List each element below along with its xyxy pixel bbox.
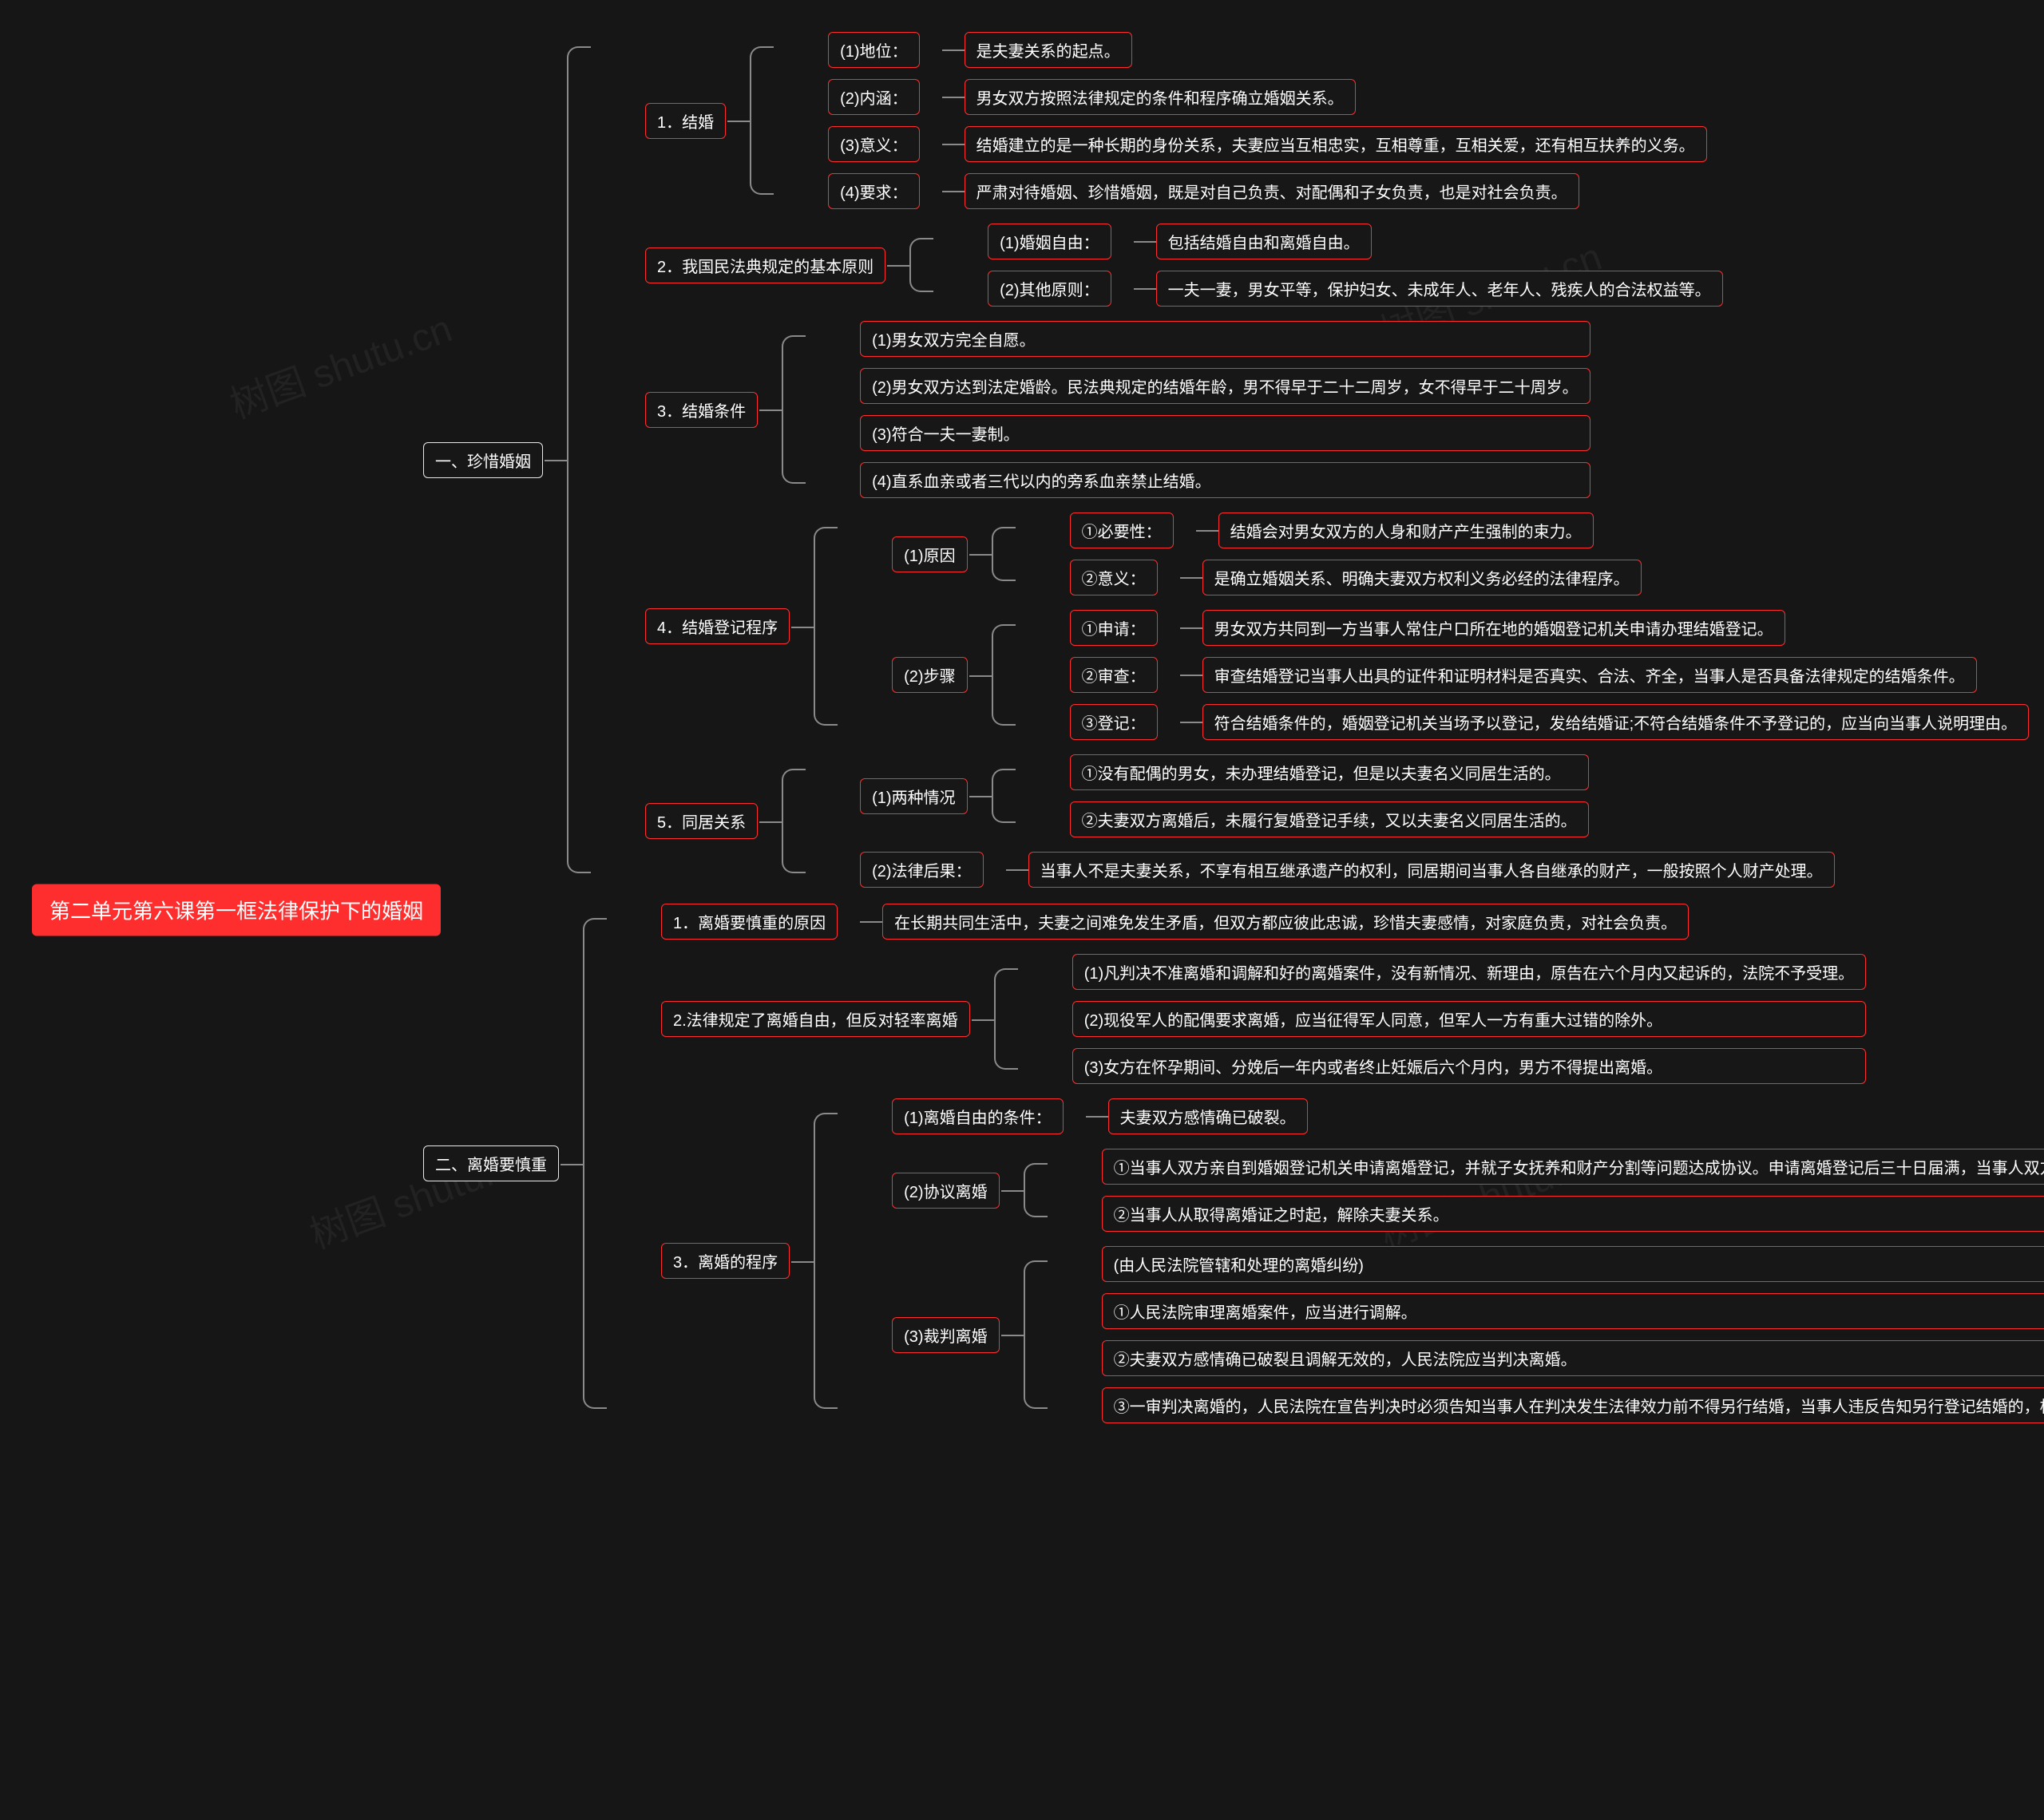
node-legal-consequence-key: (2)法律后果： — [860, 852, 983, 888]
node-judicial-0: (由人民法院管辖和处理的离婚纠纷) — [1102, 1246, 2044, 1282]
node-condition-4: (4)直系血亲或者三代以内的旁系血亲禁止结婚。 — [860, 462, 1590, 498]
node-reason-meaning-val: 是确立婚姻关系、明确夫妻双方权利义务必经的法律程序。 — [1202, 560, 1642, 595]
connector — [782, 769, 806, 873]
connector — [814, 527, 838, 726]
node-judicial-1: ①人民法院审理离婚案件，应当进行调解。 — [1102, 1293, 2044, 1329]
node-hasty-1: (1)凡判决不准离婚和调解和好的离婚案件，没有新情况、新理由，原告在六个月内又起… — [1072, 954, 1866, 990]
connector — [992, 769, 1016, 823]
root-node: 第二单元第六课第一框法律保护下的婚姻 — [32, 884, 441, 936]
connector — [814, 1113, 838, 1409]
node-hasty-2: (2)现役军人的配偶要求离婚，应当征得军人同意，但军人一方有重大过错的除外。 — [1072, 1001, 1866, 1037]
connector — [992, 624, 1016, 726]
node-agreement-1: ①当事人双方亲自到婚姻登记机关申请离婚登记，并就子女抚养和财产分割等问题达成协议… — [1102, 1149, 2044, 1185]
connector — [583, 918, 607, 1409]
node-other-principles-val: 一夫一妻，男女平等，保护妇女、未成年人、老年人、残疾人的合法权益等。 — [1156, 271, 1723, 307]
node-marriage-conditions: 3．结婚条件 — [645, 392, 758, 428]
node-requirement-val: 严肃对待婚姻、珍惜婚姻，既是对自己负责、对配偶和子女负责，也是对社会负责。 — [965, 173, 1579, 209]
connector — [750, 46, 774, 195]
connector — [1024, 1163, 1048, 1217]
branch-divorce-caution: 二、离婚要慎重 — [423, 1145, 559, 1181]
node-legal-consequence-val: 当事人不是夫妻关系，不享有相互继承遗产的权利，同居期间当事人各自继承的财产，一般… — [1028, 852, 1835, 888]
node-meaning-key: (2)内涵： — [828, 79, 919, 115]
connector — [782, 335, 806, 484]
mindmap: 第二单元第六课第一框法律保护下的婚姻 一、珍惜婚姻 1．结婚 (1)地位： 是夫妻… — [32, 32, 2012, 1788]
node-meaning-val: 男女双方按照法律规定的条件和程序确立婚姻关系。 — [965, 79, 1356, 115]
node-register-key: ③登记： — [1070, 704, 1158, 740]
node-condition-3: (3)符合一夫一妻制。 — [860, 415, 1590, 451]
node-divorce-caution-reason-val: 在长期共同生活中，夫妻之间难免发生矛盾，但双方都应彼此忠诚，珍惜夫妻感情，对家庭… — [882, 904, 1689, 940]
node-hasty-3: (3)女方在怀孕期间、分娩后一年内或者终止妊娠后六个月内，男方不得提出离婚。 — [1072, 1048, 1866, 1084]
node-judicial-2: ②夫妻双方感情确已破裂且调解无效的，人民法院应当判决离婚。 — [1102, 1340, 2044, 1376]
node-divorce-caution-reason-key: 1．离婚要慎重的原因 — [661, 904, 838, 940]
connector — [992, 527, 1016, 581]
connector — [1024, 1260, 1048, 1409]
node-marriage: 1．结婚 — [645, 103, 726, 139]
node-condition-1: (1)男女双方完全自愿。 — [860, 321, 1590, 357]
node-situation-1: ①没有配偶的男女，未办理结婚登记，但是以夫妻名义同居生活的。 — [1070, 754, 1589, 790]
node-reason-meaning-key: ②意义： — [1070, 560, 1158, 595]
node-situation-2: ②夫妻双方离婚后，未履行复婚登记手续，又以夫妻名义同居生活的。 — [1070, 801, 1589, 837]
node-against-hasty-divorce: 2.法律规定了离婚自由，但反对轻率离婚 — [661, 1001, 970, 1037]
node-review-key: ②审查： — [1070, 657, 1158, 693]
node-significance-val: 结婚建立的是一种长期的身份关系，夫妻应当互相忠实，互相尊重，互相关爱，还有相互扶… — [965, 126, 1707, 162]
node-divorce-condition-key: (1)离婚自由的条件： — [892, 1098, 1063, 1134]
node-judicial-3: ③一审判决离婚的，人民法院在宣告判决时必须告知当事人在判决发生法律效力前不得另行… — [1102, 1387, 2044, 1423]
node-significance-key: (3)意义： — [828, 126, 919, 162]
node-marriage-freedom-key: (1)婚姻自由： — [988, 224, 1111, 259]
connector — [909, 238, 933, 292]
node-judicial-divorce: (3)裁判离婚 — [892, 1317, 999, 1353]
node-other-principles-key: (2)其他原则： — [988, 271, 1111, 307]
node-cohabitation: 5．同居关系 — [645, 803, 758, 839]
node-register-val: 符合结婚条件的，婚姻登记机关当场予以登记，发给结婚证;不符合结婚条件不予登记的，… — [1202, 704, 2030, 740]
branch-cherish-marriage: 一、珍惜婚姻 — [423, 442, 543, 478]
node-agreement-divorce: (2)协议离婚 — [892, 1173, 999, 1209]
node-divorce-condition-val: 夫妻双方感情确已破裂。 — [1108, 1098, 1308, 1134]
node-divorce-procedure: 3．离婚的程序 — [661, 1243, 790, 1279]
node-apply-val: 男女双方共同到一方当事人常住户口所在地的婚姻登记机关申请办理结婚登记。 — [1202, 610, 1785, 646]
node-review-val: 审查结婚登记当事人出具的证件和证明材料是否真实、合法、齐全，当事人是否具备法律规… — [1202, 657, 1977, 693]
node-two-situations: (1)两种情况 — [860, 778, 967, 814]
node-agreement-2: ②当事人从取得离婚证之时起，解除夫妻关系。 — [1102, 1196, 2044, 1232]
node-position-key: (1)地位： — [828, 32, 919, 68]
node-position-val: 是夫妻关系的起点。 — [965, 32, 1132, 68]
node-necessity-key: ①必要性： — [1070, 512, 1174, 548]
node-condition-2: (2)男女双方达到法定婚龄。民法典规定的结婚年龄，男不得早于二十二周岁，女不得早… — [860, 368, 1590, 404]
connector — [994, 968, 1018, 1070]
node-marriage-freedom-val: 包括结婚自由和离婚自由。 — [1156, 224, 1372, 259]
node-registration-procedure: 4．结婚登记程序 — [645, 608, 790, 644]
node-civil-code-principles: 2．我国民法典规定的基本原则 — [645, 247, 885, 283]
node-reason: (1)原因 — [892, 536, 967, 572]
node-necessity-val: 结婚会对男女双方的人身和财产产生强制的束力。 — [1218, 512, 1594, 548]
connector — [567, 46, 591, 873]
node-requirement-key: (4)要求： — [828, 173, 919, 209]
node-apply-key: ①申请： — [1070, 610, 1158, 646]
node-steps: (2)步骤 — [892, 657, 967, 693]
